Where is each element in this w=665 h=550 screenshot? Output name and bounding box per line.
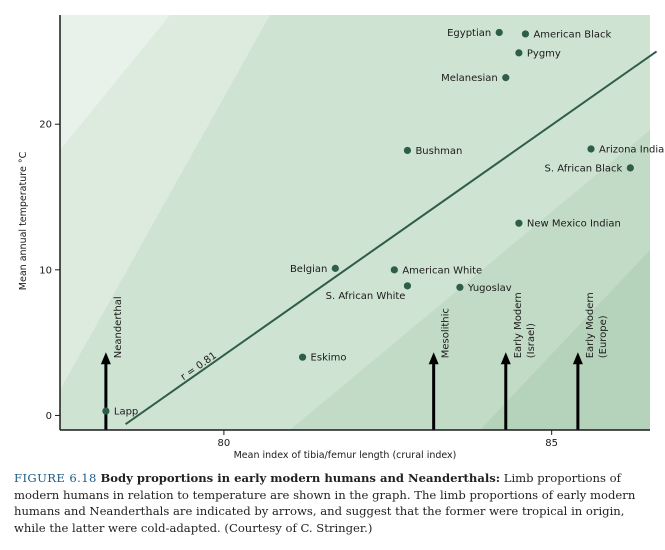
arrow-head [100,352,111,365]
point-label: American Black [533,29,611,40]
data-point [403,282,412,290]
arrow-sublabel: (Europe) [598,315,609,358]
axes-group: 0 10 20 80 85 [39,15,650,449]
figure-label: FIGURE 6.18 [14,471,97,485]
data-point [502,74,510,82]
figure-caption-text: Limb proportions of modern humans in rel… [14,471,636,535]
scatter-chart: r = 0.81 Neanderthal Mesolithic Early Mode… [18,15,665,461]
data-point [390,266,398,274]
x-tick-label: 85 [545,438,558,449]
arrows-group: Neanderthal Mesolithic Early Modern (Israel… [100,292,609,430]
point-label: Melanesian [441,73,498,84]
regression-line [124,50,658,425]
band-darker [480,250,650,430]
y-tick-label: 10 [39,265,52,276]
data-point [626,164,634,172]
data-point [495,28,503,37]
point-label: Eskimo [311,353,347,364]
data-point [456,283,464,291]
data-point [515,49,523,57]
point-label: Belgian [290,264,327,275]
x-axis-title: Mean index of tibia/femur length (crural… [234,450,457,461]
arrow-label: Early Modern [585,292,596,358]
arrow-head [500,352,511,365]
data-point [587,145,595,153]
point-label: Egyptian [447,28,491,39]
point-label: Lapp [114,407,138,418]
arrow-head [572,352,583,365]
point-label: New Mexico Indian [527,219,621,230]
x-tick-label: 80 [218,438,231,449]
arrow-label: Neanderthal [113,296,124,358]
arrow-sublabel: (Israel) [526,323,537,358]
y-tick-label: 20 [39,120,52,131]
y-tick-label: 0 [46,411,52,422]
point-label: Bushman [415,146,462,157]
y-axis-title: Mean annual temperature °C [18,151,29,290]
background-bands [60,15,650,430]
data-point [515,219,523,227]
point-label: S. African Black [545,163,623,174]
arrow-label: Early Modern [513,292,524,358]
data-point [403,146,412,155]
figure-title: Body proportions in early modern humans … [100,471,501,485]
point-label: American White [402,265,482,276]
data-point [102,407,110,415]
data-point [521,30,530,38]
points-group: Egyptian American Black Pygmy Melanesian Bus… [102,28,665,418]
figure-caption: FIGURE 6.18 Body proportions in early mo… [14,470,654,536]
point-label: Arizona Indian [599,144,665,155]
point-label: S. African White [326,291,406,302]
point-label: Yugoslav [467,283,512,294]
data-point [331,264,339,272]
data-point [298,353,307,361]
arrow-head [428,352,439,365]
arrow-label: Mesolithic [441,308,452,358]
point-label: Pygmy [527,48,561,59]
